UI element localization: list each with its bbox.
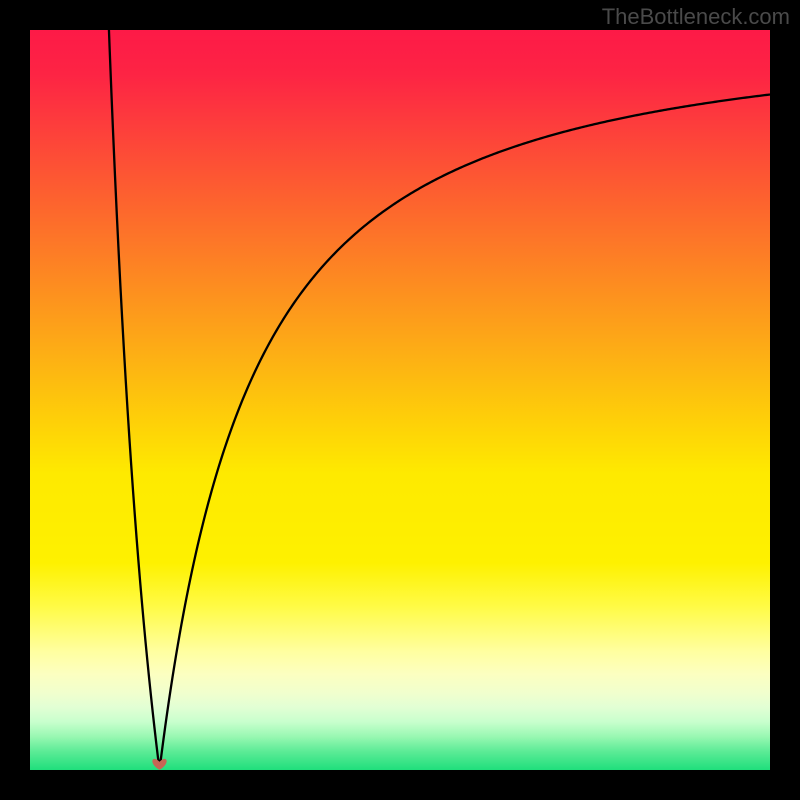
- watermark-text: TheBottleneck.com: [602, 4, 790, 30]
- bottleneck-chart: [0, 0, 800, 800]
- chart-container: { "watermark": { "text": "TheBottleneck.…: [0, 0, 800, 800]
- plot-background: [30, 30, 770, 770]
